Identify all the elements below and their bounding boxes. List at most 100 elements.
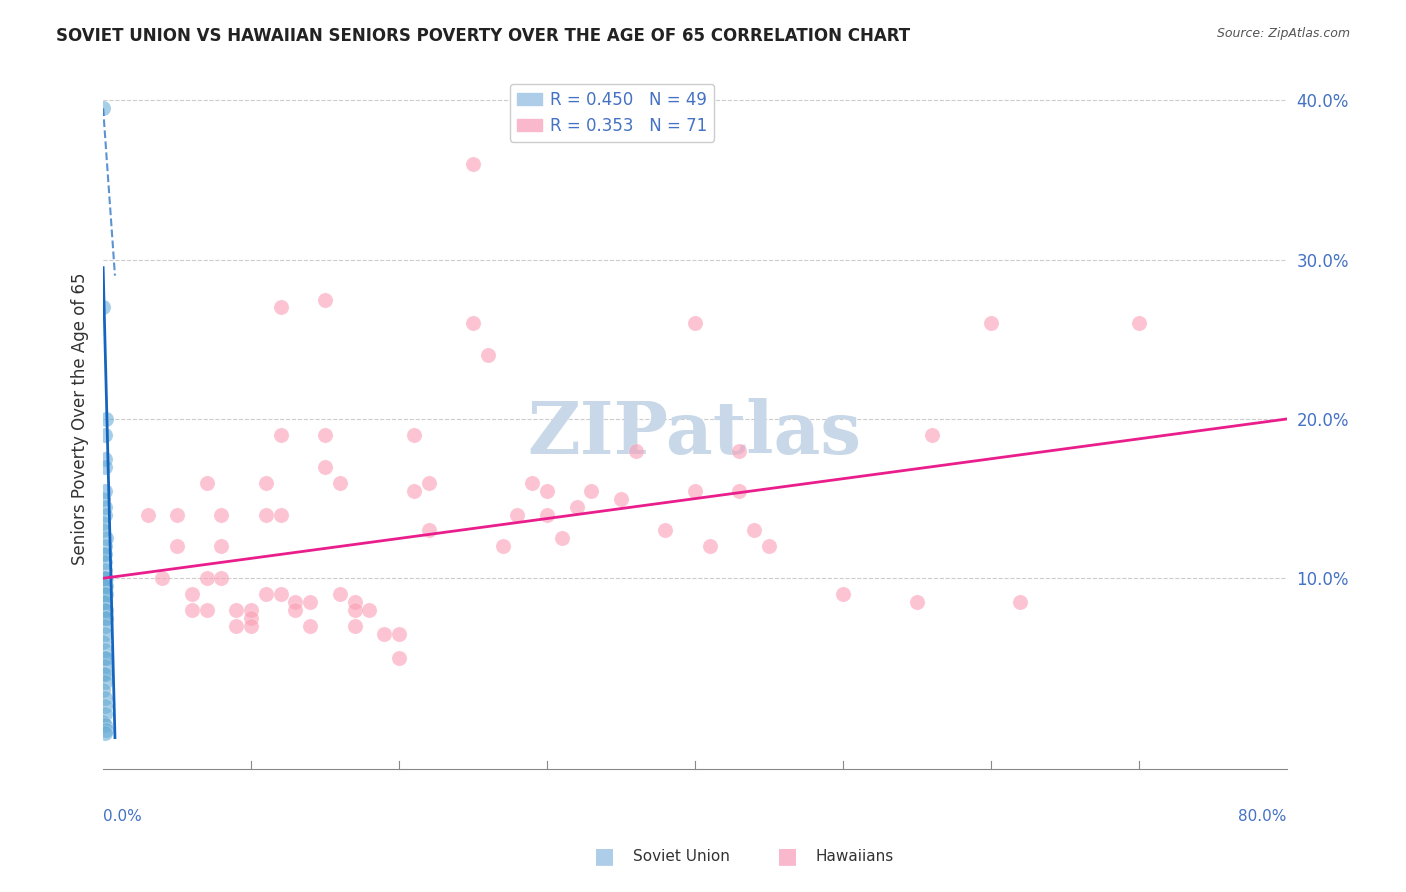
Point <box>93 571 115 585</box>
Point <box>93 563 115 577</box>
Point <box>284 603 307 617</box>
Point <box>91 301 114 315</box>
Point <box>93 611 115 625</box>
Point <box>240 619 263 633</box>
Point <box>624 443 647 458</box>
Point <box>211 571 233 585</box>
Point <box>551 532 574 546</box>
Point <box>91 516 114 530</box>
Text: ■: ■ <box>778 847 797 866</box>
Point <box>93 690 115 705</box>
Point <box>91 682 114 697</box>
Point <box>93 726 115 740</box>
Point <box>93 571 115 585</box>
Point <box>359 603 381 617</box>
Point <box>284 595 307 609</box>
Text: Source: ZipAtlas.com: Source: ZipAtlas.com <box>1216 27 1350 40</box>
Point <box>565 500 588 514</box>
Point <box>402 428 425 442</box>
Point <box>91 666 114 681</box>
Point <box>93 451 115 466</box>
Point <box>211 508 233 522</box>
Point <box>93 500 115 514</box>
Point <box>93 643 115 657</box>
Point <box>93 587 115 601</box>
Point <box>91 635 114 649</box>
Point <box>93 428 115 442</box>
Point <box>270 301 292 315</box>
Point <box>93 579 115 593</box>
Point <box>728 443 751 458</box>
Point <box>314 428 336 442</box>
Point <box>758 540 780 554</box>
Point <box>373 627 395 641</box>
Point <box>240 603 263 617</box>
Point <box>91 595 114 609</box>
Point <box>329 587 352 601</box>
Point <box>254 587 277 601</box>
Point <box>94 412 117 426</box>
Point <box>506 508 529 522</box>
Point <box>683 483 706 498</box>
Point <box>93 595 115 609</box>
Point <box>536 508 558 522</box>
Point <box>254 475 277 490</box>
Point <box>461 157 484 171</box>
Point <box>136 508 159 522</box>
Point <box>831 587 853 601</box>
Point <box>728 483 751 498</box>
Point <box>93 718 115 732</box>
Point <box>93 627 115 641</box>
Point <box>94 587 117 601</box>
Point <box>91 714 114 729</box>
Point <box>343 603 366 617</box>
Point <box>93 674 115 689</box>
Legend: R = 0.450   N = 49, R = 0.353   N = 71: R = 0.450 N = 49, R = 0.353 N = 71 <box>510 84 714 142</box>
Point <box>225 603 247 617</box>
Point <box>654 524 676 538</box>
Point <box>921 428 943 442</box>
Text: Soviet Union: Soviet Union <box>633 849 730 863</box>
Point <box>742 524 765 538</box>
Point <box>93 508 115 522</box>
Point <box>270 508 292 522</box>
Point <box>93 555 115 569</box>
Point <box>270 587 292 601</box>
Point <box>180 603 202 617</box>
Point <box>93 698 115 713</box>
Y-axis label: Seniors Poverty Over the Age of 65: Seniors Poverty Over the Age of 65 <box>72 273 89 566</box>
Point <box>520 475 543 490</box>
Text: 0.0%: 0.0% <box>103 809 142 824</box>
Point <box>94 723 117 737</box>
Point <box>211 540 233 554</box>
Point <box>388 627 411 641</box>
Point <box>270 428 292 442</box>
Point <box>343 619 366 633</box>
Text: 80.0%: 80.0% <box>1239 809 1286 824</box>
Point <box>477 348 499 362</box>
Point <box>94 579 117 593</box>
Text: Hawaiians: Hawaiians <box>815 849 894 863</box>
Point <box>91 491 114 506</box>
Point <box>299 595 322 609</box>
Point <box>93 548 115 562</box>
Point <box>93 666 115 681</box>
Point <box>610 491 633 506</box>
Point <box>536 483 558 498</box>
Point <box>93 706 115 721</box>
Point <box>93 483 115 498</box>
Text: ■: ■ <box>595 847 614 866</box>
Point <box>225 619 247 633</box>
Point <box>94 532 117 546</box>
Point <box>91 101 114 115</box>
Point <box>329 475 352 490</box>
Text: ZIPatlas: ZIPatlas <box>527 398 862 468</box>
Point <box>314 459 336 474</box>
Point <box>491 540 513 554</box>
Point <box>195 603 218 617</box>
Point <box>388 651 411 665</box>
Point <box>93 651 115 665</box>
Point <box>683 317 706 331</box>
Point <box>93 459 115 474</box>
Point <box>166 540 188 554</box>
